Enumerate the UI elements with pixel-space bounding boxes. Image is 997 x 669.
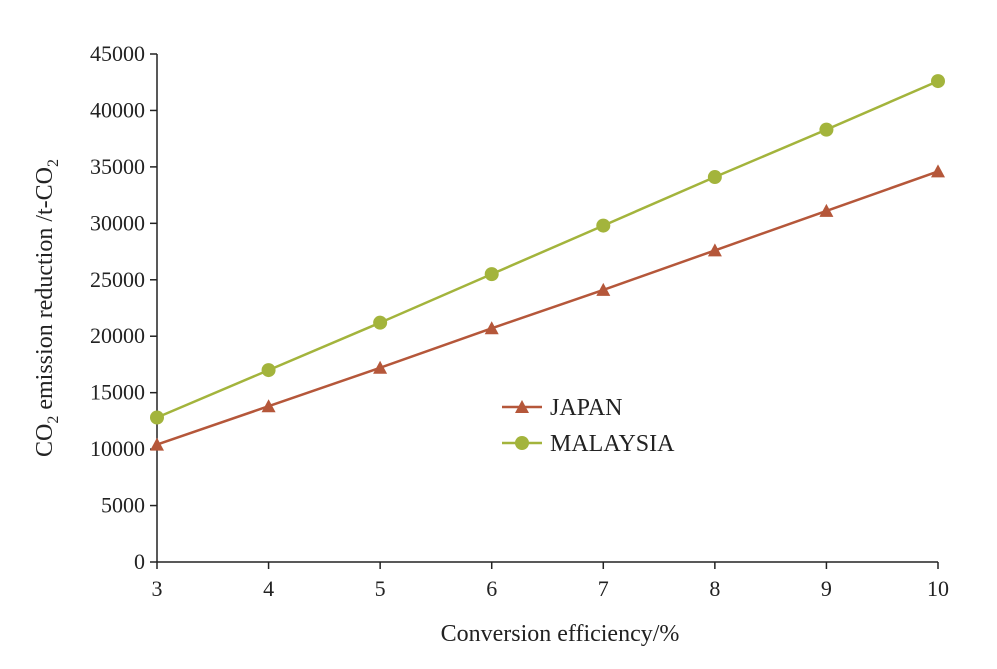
series-malaysia [150,74,945,425]
axes [156,54,938,563]
x-tick-label: 7 [598,576,609,601]
data-point-japan [707,243,722,257]
y-tick-label: 35000 [90,154,145,179]
data-point-japan [596,282,611,296]
data-point-japan [373,360,388,374]
y-tick-label: 10000 [90,436,145,461]
x-tick-label: 6 [486,576,497,601]
data-point-japan [484,321,499,335]
data-point-japan [150,437,164,451]
x-axis-ticks: 3 4 5 6 7 8 9 10 [152,562,949,601]
x-tick-label: 10 [927,576,949,601]
legend-marker-malaysia [515,436,529,450]
x-tick-label: 3 [152,576,163,601]
data-point-malaysia [261,363,276,378]
y-tick-label: 15000 [90,380,145,405]
y-tick-label: 5000 [101,493,145,518]
data-point-malaysia [707,170,722,185]
x-axis-title: Conversion efficiency/% [441,621,680,647]
y-tick-label: 0 [134,549,145,574]
y-axis-title-subscript-1: 2 [45,416,62,424]
legend-label-japan: JAPAN [550,395,622,421]
y-axis-title-part-1: CO [32,424,58,457]
x-tick-label: 9 [821,576,832,601]
y-axis-title-subscript-2: 2 [45,159,62,167]
legend-label-malaysia: MALAYSIA [550,431,675,457]
y-tick-label: 30000 [90,210,145,235]
data-point-malaysia [596,218,611,233]
y-tick-label: 20000 [90,323,145,348]
legend: JAPAN MALAYSIA [502,395,675,457]
y-tick-label: 45000 [90,41,145,66]
x-tick-label: 4 [263,576,274,601]
data-point-malaysia [484,267,499,282]
y-tick-label: 40000 [90,97,145,122]
x-tick-label: 8 [709,576,720,601]
y-axis-ticks: 0 5000 10000 15000 20000 25000 30000 35000 40000… [90,41,157,574]
y-axis-title: CO2 emission reduction /t-CO2 [32,159,62,457]
y-tick-label: 25000 [90,267,145,292]
data-point-malaysia [373,315,388,330]
y-axis-title-part-2: emission reduction /t-CO [32,167,58,416]
data-point-malaysia [150,410,164,425]
data-point-japan [931,164,945,178]
data-point-malaysia [819,122,834,137]
legend-item-japan: JAPAN [502,395,622,421]
data-point-japan [261,399,276,413]
x-tick-label: 5 [375,576,386,601]
series-line-japan [156,170,939,446]
series-line-malaysia [156,79,939,419]
legend-marker-japan [515,400,529,413]
series-japan [150,164,945,451]
series-layer [150,74,945,451]
data-point-japan [819,203,834,217]
data-point-malaysia [931,74,945,89]
legend-item-malaysia: MALAYSIA [502,431,675,457]
